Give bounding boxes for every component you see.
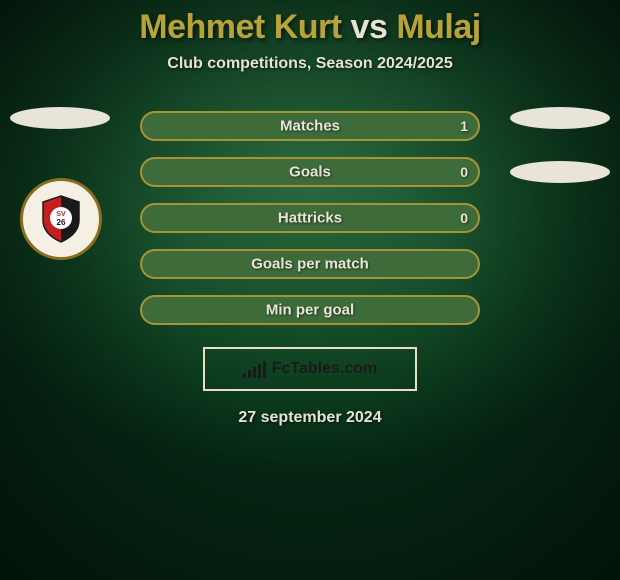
branding-text: FcTables.com <box>272 360 378 378</box>
branding-bars-icon <box>243 361 266 378</box>
bar-5 <box>263 361 266 378</box>
stat-row-hattricks: Hattricks 0 <box>140 203 480 233</box>
decor-ellipse-right-1 <box>510 107 610 129</box>
bar-1 <box>243 373 246 378</box>
stat-value: 0 <box>460 164 468 180</box>
bar-2 <box>248 370 251 378</box>
decor-ellipse-right-2 <box>510 161 610 183</box>
branding-box: FcTables.com <box>203 347 417 391</box>
decor-ellipse-left <box>10 107 110 129</box>
stat-row-goals: Goals 0 <box>140 157 480 187</box>
stat-value: 0 <box>460 210 468 226</box>
bar-3 <box>253 367 256 378</box>
stat-row-mpg: Min per goal <box>140 295 480 325</box>
vs-label: vs <box>351 8 388 46</box>
subtitle: Club competitions, Season 2024/2025 <box>167 55 452 73</box>
stat-row-matches: Matches 1 <box>140 111 480 141</box>
stat-label: Matches <box>140 118 480 135</box>
stat-row-gpm: Goals per match <box>140 249 480 279</box>
stat-label: Hattricks <box>140 210 480 227</box>
content-container: Mehmet Kurt vs Mulaj Club competitions, … <box>0 0 620 580</box>
date-label: 27 september 2024 <box>238 409 381 427</box>
stat-label: Goals <box>140 164 480 181</box>
stats-area: Matches 1 Goals 0 Hattricks 0 Goals per … <box>0 111 620 341</box>
bar-4 <box>258 364 261 378</box>
player1-name: Mehmet Kurt <box>139 8 341 46</box>
stat-value: 1 <box>460 118 468 134</box>
stat-label: Goals per match <box>140 256 480 273</box>
stat-label: Min per goal <box>140 302 480 319</box>
page-title: Mehmet Kurt vs Mulaj <box>139 8 480 47</box>
player2-name: Mulaj <box>396 8 480 46</box>
